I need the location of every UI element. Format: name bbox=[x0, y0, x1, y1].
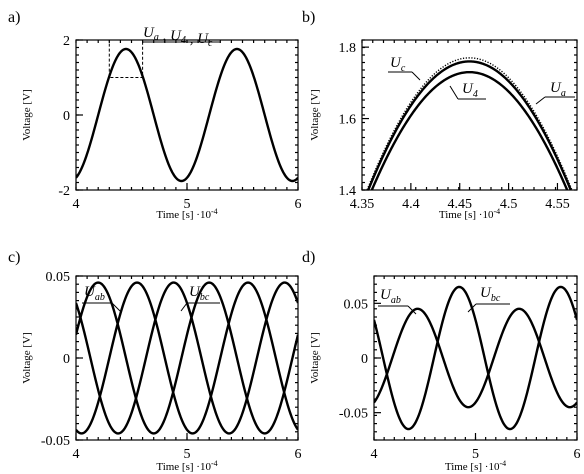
leader-Uab bbox=[111, 302, 121, 312]
series-line-U4 bbox=[370, 70, 569, 190]
series-line-d1 bbox=[374, 285, 577, 431]
x-tick-label: 4.35 bbox=[350, 197, 375, 212]
x-tick-label: 6 bbox=[295, 447, 302, 462]
chart-panel-d: 4 5 6 0.05 0 -0.05 Time [s] ·10-4 Voltage [V] Ua… bbox=[309, 275, 581, 473]
y-axis-label: Voltage [V] bbox=[309, 332, 321, 383]
y-tick-label: 0.05 bbox=[46, 270, 71, 285]
chart-panel-c: 4 5 6 0.05 0 -0.05 Time [s] ·10-4 Voltage [V] Ua… bbox=[21, 270, 302, 473]
x-tick-label: 4.55 bbox=[545, 197, 570, 212]
zoom-box bbox=[108, 39, 144, 78]
leader-Uab bbox=[407, 305, 417, 315]
series-line-d0 bbox=[374, 307, 577, 409]
x-tick-label: 6 bbox=[295, 197, 302, 212]
series-line-Ua bbox=[366, 60, 573, 190]
x-axis-label: Time [s] ·10-4 bbox=[445, 459, 506, 473]
series-label-Uab: Uab bbox=[380, 287, 401, 306]
leader-Uc bbox=[411, 71, 421, 81]
series-label-U4: U4 bbox=[462, 81, 478, 100]
x-tick-label: 5 bbox=[472, 447, 479, 462]
x-tick-label: 4.45 bbox=[447, 197, 472, 212]
chart-panel-b: 4.35 4.4 4.45 4.5 4.55 1.8 1.6 1.4 Time [s] ·10-… bbox=[309, 39, 578, 221]
series-label-Ua: Ua bbox=[550, 80, 566, 99]
y-axis-label: Voltage [V] bbox=[21, 332, 33, 383]
x-tick-label: 5 bbox=[184, 447, 191, 462]
series-line-Uc bbox=[366, 57, 573, 190]
series-label-Uc: Uc bbox=[390, 55, 406, 74]
y-tick-label: -2 bbox=[58, 184, 70, 199]
x-tick-label: 4.5 bbox=[500, 197, 518, 212]
x-tick-label: 4 bbox=[73, 197, 80, 212]
series-label-Ubc: Ubc bbox=[480, 285, 501, 304]
x-tick-label: 4 bbox=[371, 447, 378, 462]
series-label-Ubc: Ubc bbox=[189, 284, 210, 303]
leader-Ubc bbox=[180, 302, 188, 312]
y-tick-label: 0 bbox=[63, 109, 70, 124]
x-tick-label: 4.4 bbox=[402, 197, 420, 212]
y-tick-label: 2 bbox=[63, 34, 70, 49]
y-tick-label: 0.05 bbox=[344, 297, 369, 312]
series-line-a bbox=[76, 47, 298, 183]
x-tick-label: 6 bbox=[574, 447, 581, 462]
y-tick-label: 0 bbox=[63, 352, 70, 367]
x-tick-label: 4 bbox=[73, 447, 80, 462]
chart-panel-a: 4 5 6 2 0 -2 Time [s] ·10-4 Voltage [V] Ua , U4 … bbox=[21, 25, 302, 221]
panel-label-d: d) bbox=[302, 249, 315, 266]
y-tick-label: 1.4 bbox=[339, 184, 357, 199]
y-tick-label: 1.8 bbox=[339, 41, 357, 56]
series-line-c0 bbox=[76, 281, 298, 435]
y-tick-label: 1.6 bbox=[339, 113, 357, 128]
leader-U4 bbox=[449, 85, 459, 100]
annotation-label: Ua , U4 , Uc bbox=[143, 25, 213, 49]
leader-Ubc bbox=[467, 303, 477, 313]
x-axis-label: Time [s] ·10-4 bbox=[156, 459, 217, 473]
y-tick-label: -0.05 bbox=[339, 407, 368, 422]
series-line-c2 bbox=[76, 281, 298, 435]
x-tick-label: 5 bbox=[184, 197, 191, 212]
leader-Ua bbox=[535, 96, 546, 105]
x-axis-label: Time [s] ·10-4 bbox=[439, 207, 500, 221]
y-axis-label: Voltage [V] bbox=[309, 89, 321, 140]
panel-label-a: a) bbox=[8, 9, 20, 26]
plot-frame bbox=[373, 275, 578, 441]
y-tick-label: -0.05 bbox=[41, 434, 70, 449]
panel-label-b: b) bbox=[302, 9, 315, 26]
panel-label-c: c) bbox=[8, 249, 20, 266]
x-axis-label: Time [s] ·10-4 bbox=[156, 207, 217, 221]
y-tick-label: 0 bbox=[361, 352, 368, 367]
series-label-Uab: Uab bbox=[84, 284, 105, 303]
y-axis-label: Voltage [V] bbox=[21, 89, 33, 140]
